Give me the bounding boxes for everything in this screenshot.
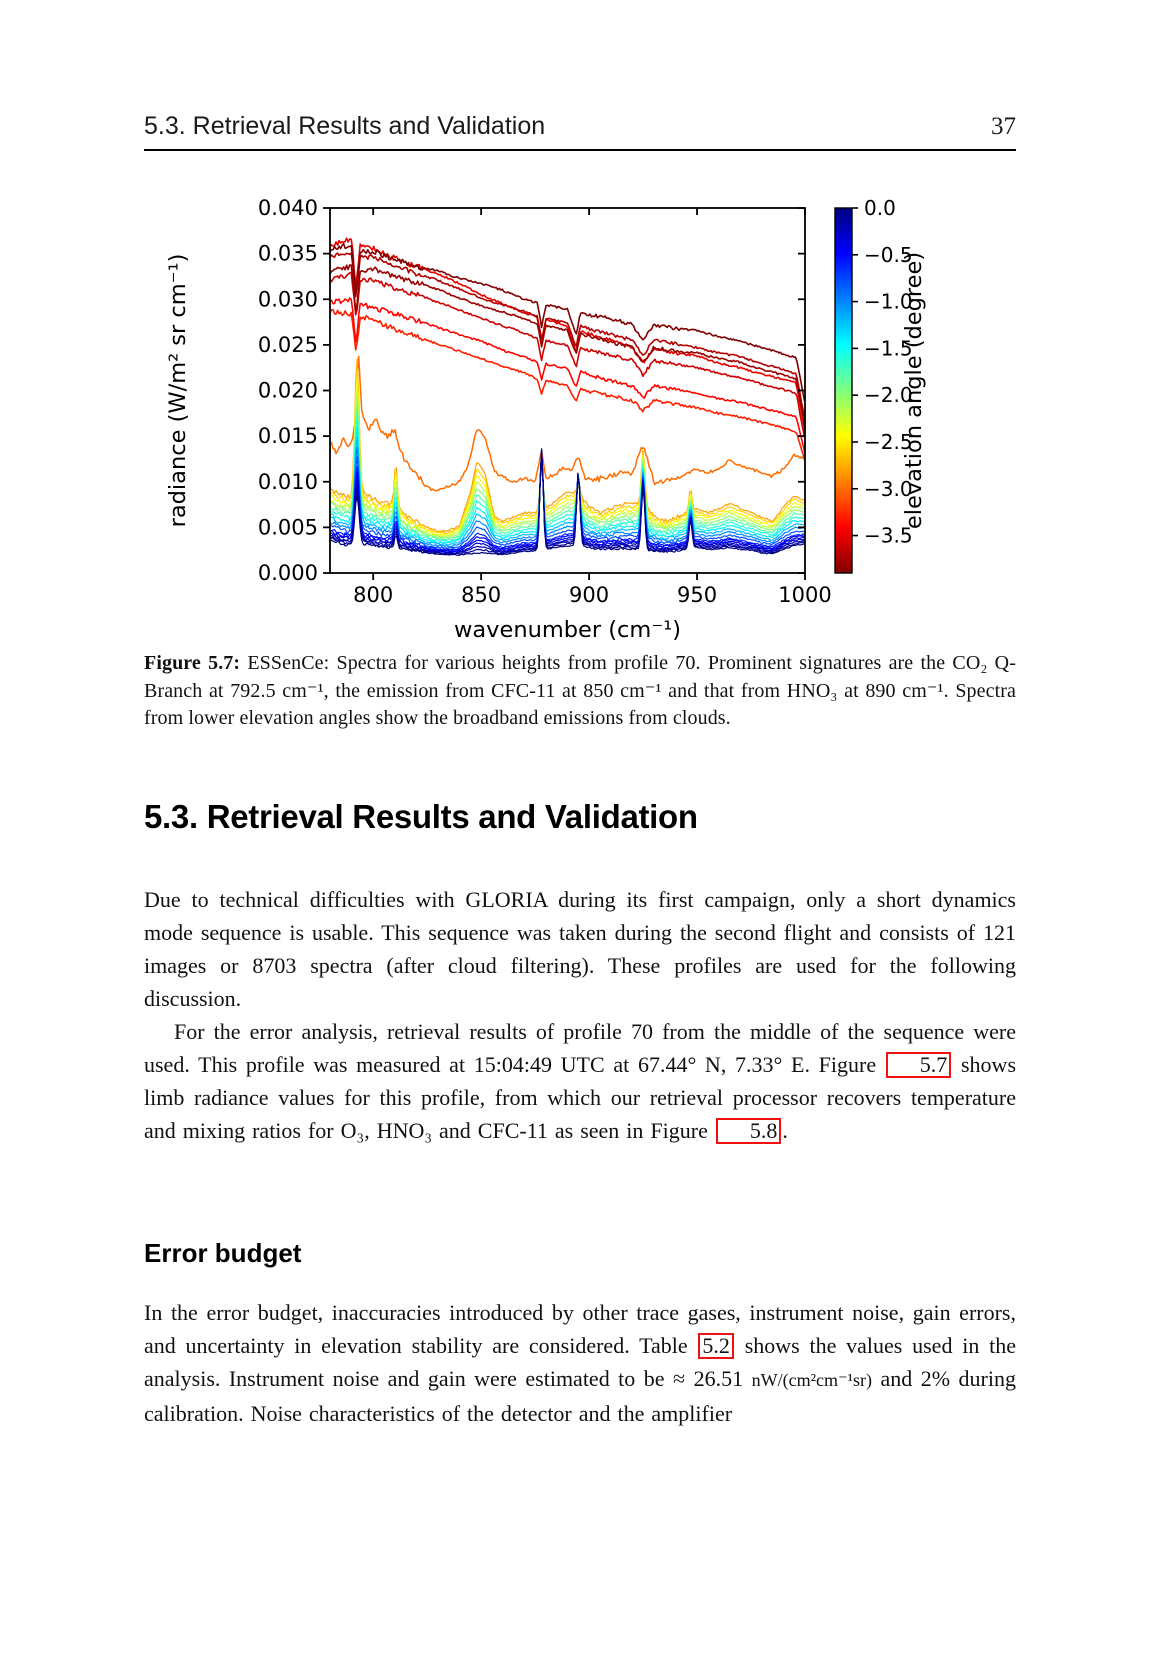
svg-text:0.0: 0.0 [864, 196, 896, 220]
svg-text:850: 850 [461, 583, 501, 607]
body-text-2: In the error budget, inaccuracies introd… [144, 1296, 1016, 1430]
svg-text:0.025: 0.025 [258, 333, 318, 357]
figure-ref-link[interactable]: 5.8 [715, 1118, 782, 1144]
svg-text:900: 900 [569, 583, 609, 607]
svg-text:−3.5: −3.5 [864, 524, 913, 548]
text-segment: For the error analysis, retrieval result… [144, 1019, 1016, 1077]
running-head: 5.3. Retrieval Results and Validation [144, 112, 546, 140]
text-segment: shows the values used in the analysis. I… [144, 1333, 1016, 1391]
subsection-heading: Error budget [144, 1238, 302, 1268]
text-segment: shows limb radiance values for this prof… [144, 1052, 1017, 1143]
figure-ref-link[interactable]: 5.2 [698, 1333, 734, 1359]
svg-text:−1.5: −1.5 [864, 336, 913, 360]
svg-text:0.010: 0.010 [258, 470, 318, 494]
svg-text:−2.5: −2.5 [864, 430, 913, 454]
svg-text:−2.0: −2.0 [864, 383, 913, 407]
caption-label: Figure 5.7: [144, 652, 241, 674]
paragraph-1: Due to technical difficulties with GLORI… [144, 883, 1016, 1015]
svg-text:−1.0: −1.0 [864, 290, 913, 314]
figure-ref-link[interactable]: 5.7 [885, 1052, 952, 1078]
svg-text:−0.5: −0.5 [864, 243, 913, 267]
svg-text:0.020: 0.020 [258, 379, 318, 403]
paragraph-2: For the error analysis, retrieval result… [144, 1015, 1016, 1147]
body-text: Due to technical difficulties with GLORI… [144, 883, 1016, 1147]
svg-text:0.015: 0.015 [258, 424, 318, 448]
text-segment: ESSenCe: Spectra for various heights fro… [144, 652, 1016, 729]
svg-text:radiance (W/m² sr cm⁻¹): radiance (W/m² sr cm⁻¹) [165, 254, 191, 528]
svg-text:wavenumber (cm⁻¹): wavenumber (cm⁻¹) [454, 617, 681, 643]
svg-text:800: 800 [353, 583, 393, 607]
svg-text:950: 950 [677, 583, 717, 607]
section-heading: 5.3. Retrieval Results and Validation [144, 798, 698, 835]
figure-caption: Figure 5.7: ESSenCe: Spectra for various… [144, 650, 1016, 733]
spectra-chart: 0.0 −0.5 −1.0 −1.5 −2.0 −2.5 −3.0 −3.5elevation… [165, 196, 927, 643]
svg-text:1000: 1000 [778, 583, 831, 607]
text-segment: and 2% during calibration. Noise charact… [144, 1366, 1017, 1426]
text-segment: Due to technical difficulties with GLORI… [144, 887, 1016, 1011]
svg-text:elevation angle (degree): elevation angle (degree) [901, 252, 927, 529]
page-number: 37 [991, 113, 1016, 140]
page-header: 5.3. Retrieval Results and Validation 37 [144, 112, 1016, 141]
svg-text:−3.0: −3.0 [864, 477, 913, 501]
text-segment: nW/(cm²cm⁻¹sr) [751, 1370, 873, 1390]
text-segment: In the error budget, inaccuracies introd… [144, 1300, 1016, 1358]
spectra-figure: 0.0 −0.5 −1.0 −1.5 −2.0 −2.5 −3.0 −3.5 elevation… [0, 0, 1165, 680]
svg-text:0.035: 0.035 [258, 242, 318, 266]
svg-text:0.030: 0.030 [258, 287, 318, 311]
svg-text:0.005: 0.005 [258, 515, 318, 539]
svg-text:0.040: 0.040 [258, 196, 318, 220]
paragraph-3: In the error budget, inaccuracies introd… [144, 1296, 1016, 1430]
header-rule [144, 149, 1016, 151]
svg-text:0.000: 0.000 [258, 561, 318, 585]
text-segment: . [782, 1118, 788, 1143]
